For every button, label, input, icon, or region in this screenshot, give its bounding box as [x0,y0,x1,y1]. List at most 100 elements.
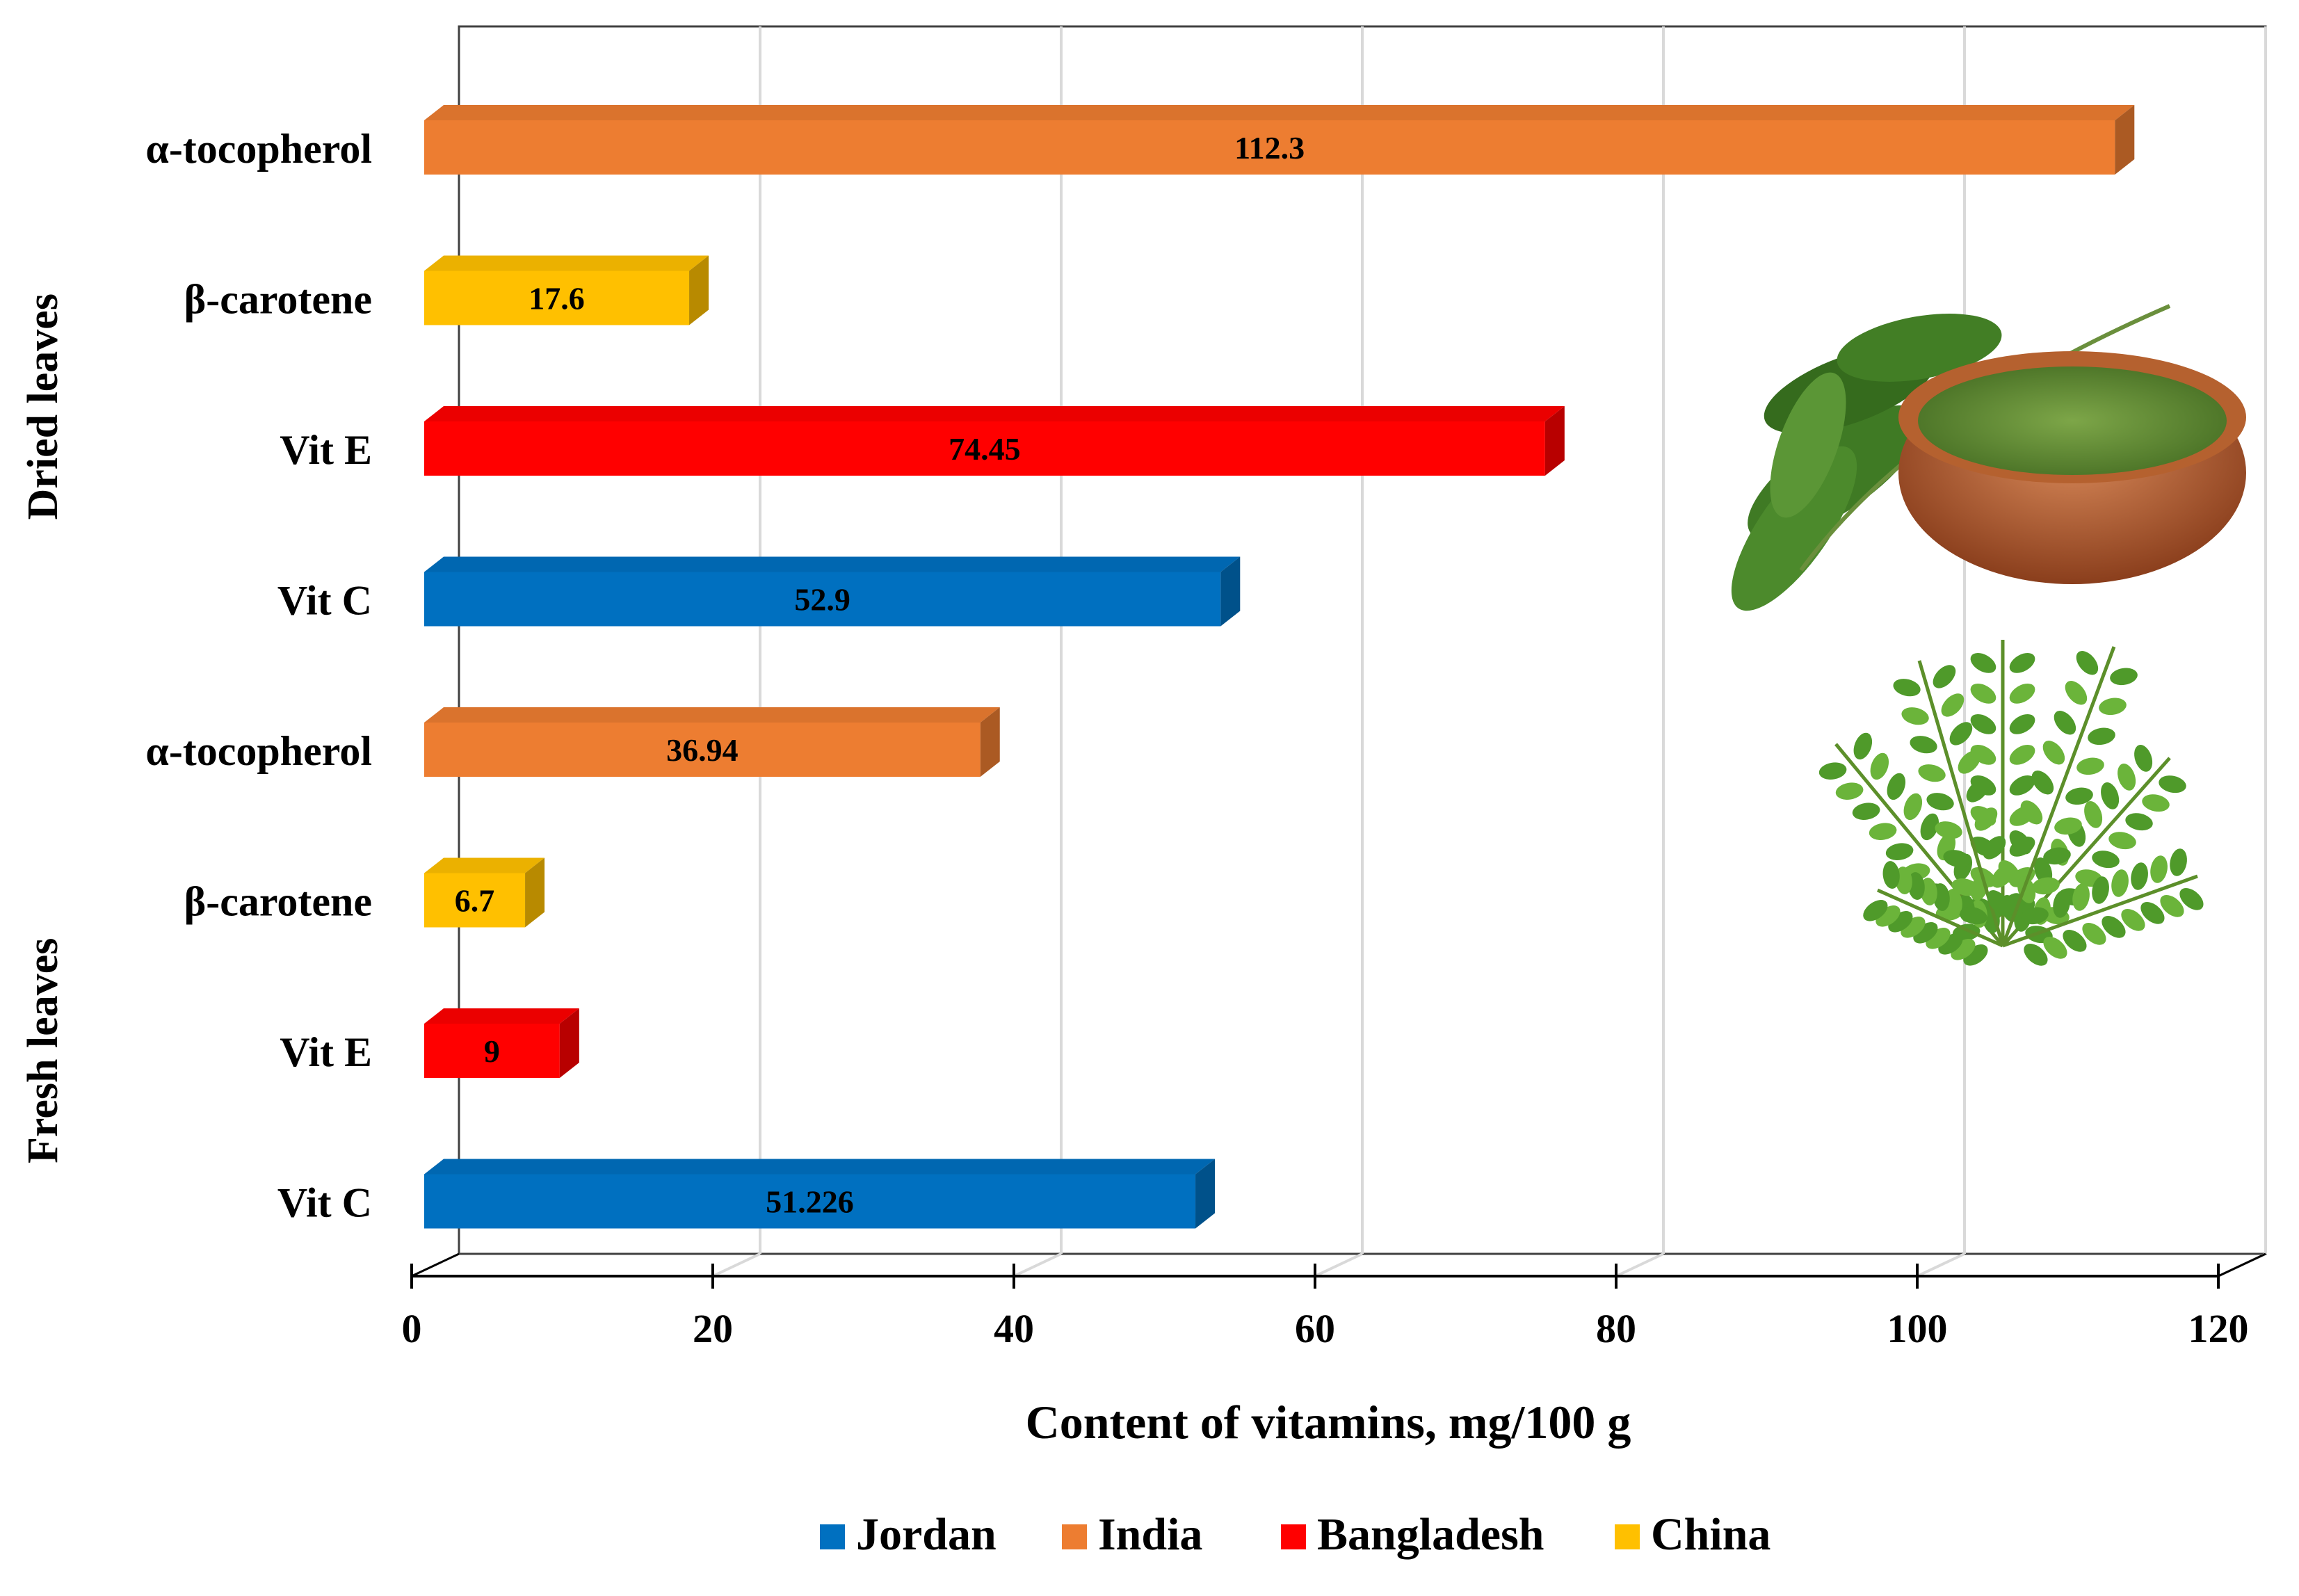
leaflet [2099,698,2127,716]
x-axis-depth-right [2218,1252,2266,1277]
category-label: α-tocopherol [145,728,372,774]
legend-label: India [1098,1509,1202,1560]
leaflet [2092,851,2120,869]
gridline-floor [1917,1252,1965,1277]
leaflet [2125,813,2153,831]
leaflet [1983,836,2006,860]
bar-value-label: 9 [484,1033,500,1069]
leaflet [2032,877,2060,895]
leaflet [2101,782,2120,809]
leaflet [2031,771,2054,795]
leaflet [1966,779,1990,803]
leaflet [1949,722,1973,745]
leaflet [1951,878,1979,896]
bar-value-label: 17.6 [529,281,585,316]
bar-top-face [424,105,2135,120]
leaflet [2072,883,2090,911]
bar-side-face [1544,406,1565,476]
gridline-floor [1013,1252,1062,1277]
bar-value-label: 74.45 [949,431,1021,467]
leaflet [2160,894,2184,917]
leaflet [2142,794,2170,812]
leaf-stem [2002,874,2198,948]
bar-value-label: 36.94 [666,732,739,768]
category-label: α-tocopherol [145,126,372,172]
leaflet [1852,803,1880,820]
leaflet [2009,714,2035,734]
legend-label: Bangladesh [1317,1509,1544,1560]
leaflet [2121,908,2145,931]
leaflet [2140,901,2165,924]
leaflet [1895,866,1912,894]
legend: Jordan India Bangladesh China [820,1509,1770,1560]
bar-side-face [689,255,709,325]
leaflet [2065,681,2088,705]
leaflet [1885,843,1914,860]
leaflet [1998,860,2021,885]
leaflet [2118,764,2136,791]
category-label: Vit C [277,1180,372,1226]
leaflet [1926,793,1954,811]
gridline-floor [1314,1252,1363,1277]
leaflet [1945,889,1962,917]
leaflet [2150,855,2168,883]
leaflet [2170,848,2187,876]
bar-top-face [424,707,1000,723]
bar-value-labels: 112.3 17.6 74.45 52.9 36.94 6.7 9 51.226 [455,130,1305,1220]
leaflet [2102,915,2126,938]
leaflet [1987,890,2010,914]
leaflet [1920,878,1937,905]
leaflet [1960,907,1987,925]
leaflet [1970,683,1996,704]
leaflet [2009,683,2035,704]
leaflet [2024,943,2048,966]
leaflet [2009,744,2035,765]
bar-jordan [424,572,1221,627]
bar-side-face [980,707,1000,777]
x-tick-label: 60 [1295,1306,1335,1351]
leaflet [1835,782,1864,800]
bar-top-face [424,556,1241,572]
leaflet [2065,787,2093,805]
legend-label: China [1651,1509,1770,1560]
leaflet [2009,775,2035,796]
legend-swatch-china [1615,1524,1640,1549]
category-label: β-carotene [184,879,372,925]
leaflet [2054,711,2076,735]
fresh-leaves-illustration [1818,640,2204,966]
bar-side-face [525,857,545,928]
leaflet [1920,813,1939,841]
bar-side-face [1195,1159,1216,1229]
x-tick-label: 40 [994,1306,1034,1351]
leaflet [2043,936,2067,959]
leaflet [1882,861,1900,889]
bar-bangladesh [424,1024,560,1078]
leaflet [1863,900,1888,921]
leaflet [2053,890,2070,918]
leaflet [2159,775,2186,793]
x-tick-label: 0 [402,1306,422,1351]
gridline-floor [712,1252,761,1277]
leaflet [1870,752,1889,780]
leaflet [1910,736,1937,754]
leaflet [1818,762,1847,780]
bar-india [424,120,2115,175]
leaflet [2043,847,2071,865]
leaflet [1970,714,1996,734]
leaflet [1918,764,1946,782]
leaflet [2134,745,2153,772]
bar-india [424,723,981,777]
bar-value-label: 52.9 [794,582,850,618]
leaflet [2076,651,2099,675]
grid-lines [712,26,2267,1277]
leaflet [1974,807,1998,831]
x-tick-label: 120 [2188,1306,2249,1351]
leaflet [1933,883,1950,911]
leaflet [2021,907,2049,925]
bar-top-face [424,857,545,873]
leaflet [1970,652,1996,673]
bar-china [424,873,526,928]
legend-swatch-bangladesh [1281,1524,1306,1549]
leaflet [2131,862,2148,890]
